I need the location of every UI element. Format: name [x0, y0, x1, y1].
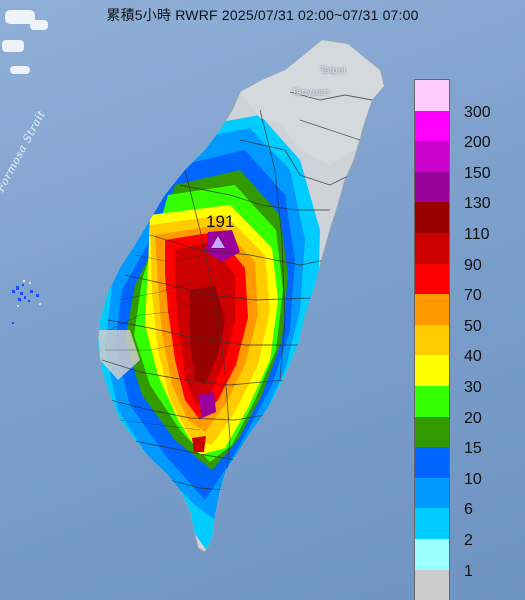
- map-title: 累積5小時 RWRF 2025/07/31 02:00~07/31 07:00: [106, 7, 419, 23]
- legend-swatch: [415, 263, 449, 295]
- legend-swatch: [415, 110, 449, 142]
- legend-label: 15: [464, 440, 482, 458]
- legend-swatch: [415, 202, 449, 233]
- legend-swatch: [415, 141, 449, 172]
- place-label-taoyuan: Taoyuan: [292, 88, 330, 98]
- legend-label: 6: [464, 501, 473, 519]
- legend-label: 2: [464, 532, 473, 549]
- legend-swatch: [415, 355, 449, 386]
- legend-swatch: [415, 385, 449, 417]
- legend-swatch: [415, 447, 449, 478]
- legend-label: 90: [464, 256, 482, 274]
- legend-label: 1: [464, 562, 473, 580]
- legend-swatch: [415, 171, 449, 203]
- legend-swatch: [415, 538, 449, 570]
- legend-swatch: [415, 232, 449, 264]
- penghu-islands: [12, 284, 39, 324]
- legend-swatch: [415, 508, 449, 539]
- legend-label: 30: [464, 379, 482, 396]
- legend-swatch: [415, 294, 449, 325]
- legend-label: 50: [464, 317, 482, 335]
- legend-label: 150: [464, 164, 491, 182]
- max-rainfall-value: 191: [206, 212, 235, 231]
- legend-label: 300: [464, 103, 491, 121]
- max-rainfall-marker-icon: [211, 236, 225, 248]
- color-scale-legend: [414, 79, 450, 600]
- legend-label: 130: [464, 195, 491, 213]
- legend-swatch: [415, 416, 449, 448]
- legend-swatch: [415, 324, 449, 356]
- legend-label: 10: [464, 470, 482, 488]
- legend-label: 200: [464, 134, 491, 152]
- place-label-taipei: Taipei: [320, 66, 346, 76]
- legend-swatch: [415, 477, 449, 509]
- legend-label: 110: [464, 226, 490, 243]
- cloud-speckles: [2, 10, 48, 74]
- legend-swatch: [415, 569, 449, 600]
- legend-swatch: [415, 80, 449, 111]
- legend-label: 20: [464, 409, 482, 427]
- legend-label: 40: [464, 348, 482, 366]
- legend-label: 70: [464, 287, 482, 305]
